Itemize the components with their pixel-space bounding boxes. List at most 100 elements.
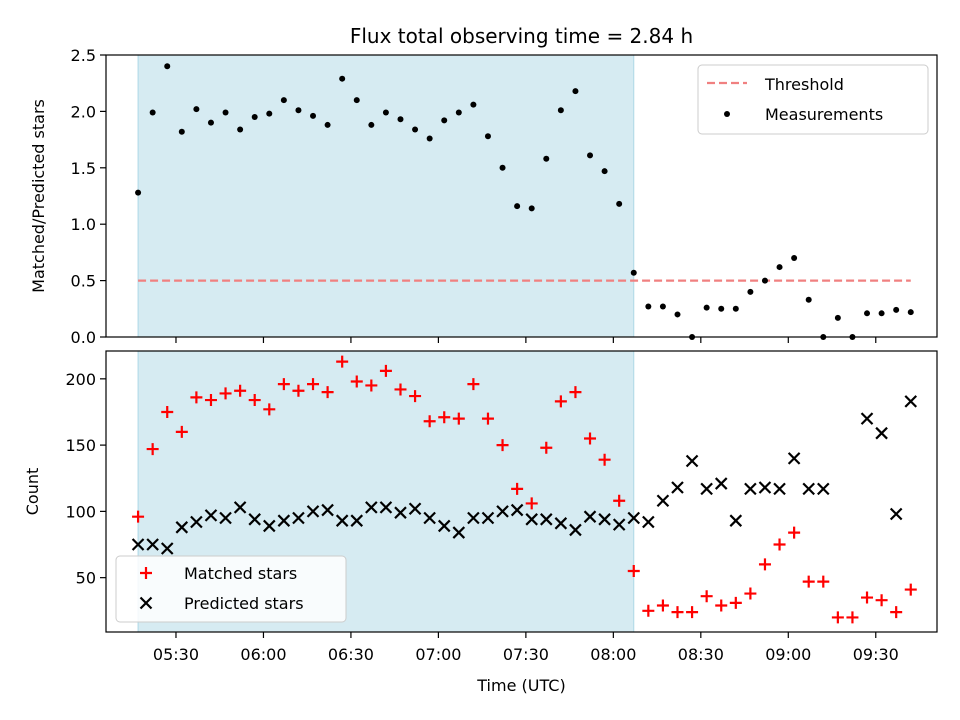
top-axes-frame — [105, 54, 938, 338]
x-tick-label: 08:30 — [678, 645, 724, 664]
measurement-point — [339, 75, 346, 82]
measurement-point — [587, 152, 594, 159]
matched-stars-point — [890, 606, 903, 619]
predicted-stars-point — [817, 482, 830, 496]
predicted-stars-point — [233, 501, 247, 514]
predicted-stars-point — [642, 515, 655, 529]
predicted-stars-point — [481, 511, 495, 525]
predicted-stars-point — [437, 519, 451, 533]
measurement-point — [514, 203, 521, 210]
measurement-point — [601, 168, 608, 175]
predicted-stars-point — [671, 481, 684, 494]
matched-stars-point — [219, 387, 232, 400]
matched-stars-point — [686, 606, 699, 619]
top-panel: 0.0 0.5 1.0 1.5 2.0 2.5 — [71, 46, 938, 347]
measurement-point — [907, 309, 914, 316]
x-tick-label: 09:00 — [765, 645, 811, 664]
measurement-point — [878, 310, 885, 317]
predicted-stars-point — [204, 509, 218, 522]
predicted-stars-point — [554, 517, 568, 530]
matched-stars-point — [715, 599, 728, 612]
predicted-stars-point — [496, 505, 509, 518]
matched-stars-point — [511, 482, 524, 495]
x-tick-label: 07:00 — [415, 645, 461, 664]
predicted-stars-point — [335, 514, 349, 527]
predicted-stars-point — [627, 511, 641, 525]
predicted-stars-point — [292, 511, 305, 525]
measurement-point — [674, 311, 681, 318]
matched-stars-point — [263, 403, 276, 416]
measurement-point — [178, 128, 185, 135]
matched-stars-point — [438, 411, 451, 424]
matched-stars-point — [671, 606, 684, 619]
matched-stars-point — [161, 405, 174, 418]
matched-stars-point — [467, 378, 480, 391]
matched-stars-point — [788, 526, 801, 539]
top-y-tick-label: 2.0 — [71, 102, 96, 121]
measurement-point — [543, 155, 550, 162]
measurement-point — [397, 116, 404, 123]
predicted-stars-point — [394, 506, 407, 519]
measurement-point — [776, 264, 783, 271]
predicted-stars-point — [612, 518, 626, 531]
predicted-stars-point — [379, 501, 393, 514]
measurement-point — [455, 109, 462, 116]
legend-measurements-swatch — [724, 111, 730, 117]
measurement-point — [280, 97, 287, 104]
matched-stars-point — [802, 575, 815, 588]
measurement-point — [164, 63, 171, 70]
x-tick-label: 08:00 — [590, 645, 636, 664]
measurement-point — [251, 114, 258, 121]
predicted-stars-point — [583, 510, 597, 523]
legend-label-predicted-stars: Predicted stars — [184, 594, 304, 613]
matched-stars-point — [379, 364, 392, 377]
top-y-tick-label: 2.5 — [71, 46, 96, 65]
matched-stars-point — [365, 379, 378, 392]
x-tick-label: 05:30 — [153, 645, 199, 664]
measurement-point — [572, 88, 579, 95]
matched-stars-point — [598, 453, 611, 466]
bottom-axes-frame — [105, 350, 938, 633]
predicted-stars-point — [131, 538, 145, 551]
measurement-point — [630, 269, 637, 276]
predicted-stars-point — [758, 481, 772, 494]
predicted-stars-point — [321, 503, 334, 517]
measurement-point — [353, 97, 360, 104]
bottom-legend: Matched stars Predicted stars — [139, 564, 304, 613]
measurement-point — [703, 304, 710, 311]
predicted-stars-point — [248, 513, 261, 526]
legend-predicted-swatch — [139, 596, 153, 610]
matched-stars-point — [729, 596, 742, 609]
predicted-stars-point — [175, 521, 189, 534]
predicted-stars-point — [510, 503, 524, 517]
matched-stars-point — [700, 590, 713, 603]
predicted-stars-point — [423, 511, 436, 525]
predicted-stars-point — [656, 494, 670, 508]
measurement-point — [732, 305, 739, 312]
matched-stars-point — [656, 599, 669, 612]
measurement-point — [499, 164, 506, 171]
matched-stars-point — [146, 443, 159, 456]
matched-stars-point — [452, 412, 465, 425]
predicted-stars-point — [787, 452, 801, 465]
x-tick-label: 06:00 — [240, 645, 286, 664]
bottom-y-tick-label: 150 — [65, 436, 96, 455]
matched-stars-point — [234, 384, 247, 397]
matched-stars-point — [292, 384, 305, 397]
top-legend: Threshold Measurements — [707, 75, 883, 124]
matched-stars-point — [642, 604, 655, 617]
matched-stars-point — [584, 432, 597, 445]
matched-stars-point — [336, 355, 349, 368]
measurement-point — [659, 303, 666, 310]
measurement-point — [893, 306, 900, 313]
matched-stars-point — [904, 583, 917, 596]
matched-stars-point — [175, 425, 188, 438]
matched-stars-point — [423, 415, 436, 428]
bottom-y-tick-label: 200 — [65, 370, 96, 389]
bottom-markers — [131, 355, 918, 624]
measurement-point — [761, 277, 768, 284]
predicted-stars-point — [773, 482, 786, 496]
matched-stars-point — [307, 378, 320, 391]
measurement-point — [528, 205, 535, 212]
